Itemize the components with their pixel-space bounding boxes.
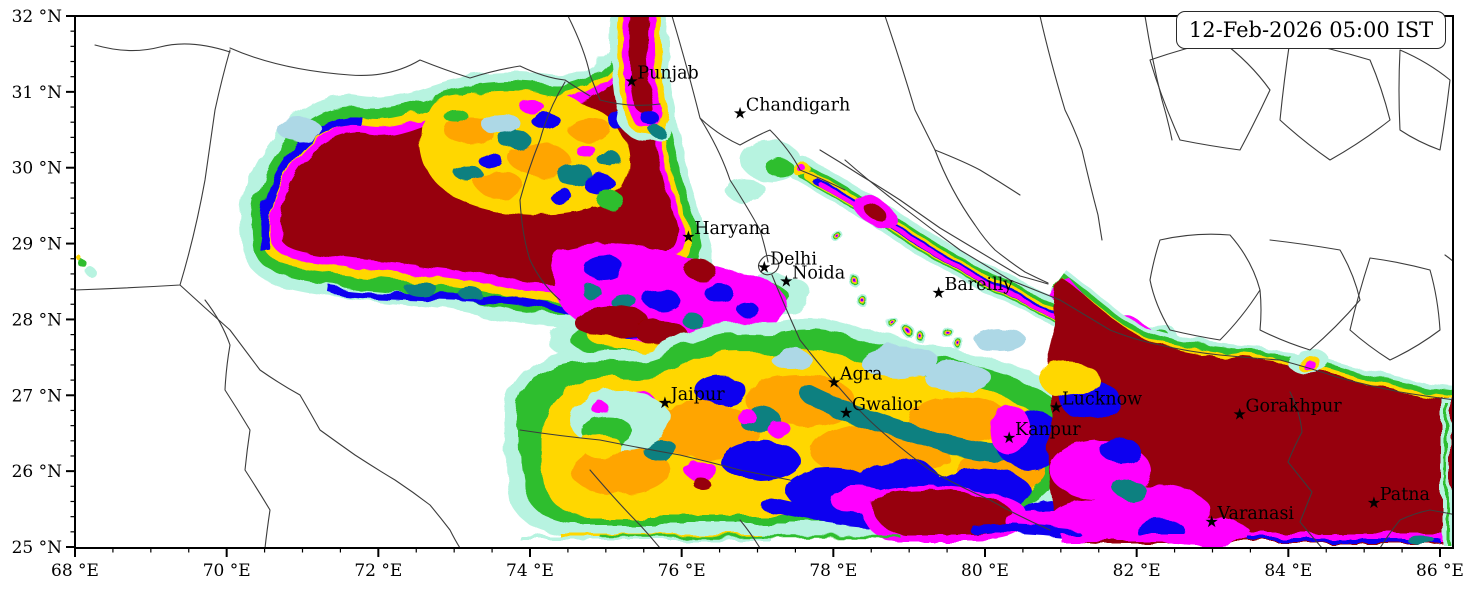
x-tick-label: 86 °E <box>1416 561 1464 581</box>
city-label-agra: Agra <box>839 365 883 385</box>
y-tick-label: 26 °N <box>12 462 63 482</box>
city-star-delhi: ★ <box>757 257 771 276</box>
x-axis-ticks: 68 °E 70 °E 72 °E 74 °E 76 °E 78 °E 80 °E 82 °E… <box>51 548 1464 581</box>
city-star-gorakhpur: ★ <box>1233 404 1247 423</box>
city-star-noida: ★ <box>779 272 793 291</box>
city-star-gwalior: ★ <box>839 403 853 422</box>
city-star-lucknow: ★ <box>1049 398 1063 417</box>
city-star-varanasi: ★ <box>1204 512 1218 531</box>
central-south-field <box>504 318 1085 542</box>
timestamp-box: 12-Feb-2026 05:00 IST <box>1176 11 1446 49</box>
plot-frame <box>74 15 1454 549</box>
city-star-agra: ★ <box>827 373 841 392</box>
x-tick-label: 70 °E <box>203 561 251 581</box>
y-tick-label: 27 °N <box>12 386 63 406</box>
speck-dots <box>76 231 965 350</box>
city-star-kanpur: ★ <box>1002 428 1016 447</box>
city-star-chandigarh: ★ <box>733 103 747 122</box>
x-tick-label: 68 °E <box>51 561 99 581</box>
x-tick-label: 82 °E <box>1113 561 1161 581</box>
contour-layers <box>75 16 1453 548</box>
chandigarh-patches <box>725 140 809 202</box>
y-tick-label: 32 °N <box>12 7 63 27</box>
x-tick-label: 84 °E <box>1264 561 1312 581</box>
city-label-punjab: Punjab <box>637 63 698 83</box>
y-axis-ticks: 32 °N 31 °N 30 °N 29 °N 28 °N 27 °N 26 °N 25 °N <box>12 7 75 558</box>
city-label-delhi: Delhi <box>770 249 817 269</box>
x-tick-label: 76 °E <box>658 561 706 581</box>
city-label-gwalior: Gwalior <box>852 395 922 415</box>
x-tick-label: 80 °E <box>961 561 1009 581</box>
city-label-bareilly: Bareilly <box>944 275 1013 295</box>
city-label-patna: Patna <box>1380 485 1430 505</box>
city-label-kanpur: Kanpur <box>1015 420 1081 440</box>
city-star-bareilly: ★ <box>931 283 945 302</box>
city-label-jaipur: Jaipur <box>669 385 726 405</box>
city-label-noida: Noida <box>792 264 845 284</box>
city-star-punjab: ★ <box>624 71 638 90</box>
y-tick-label: 29 °N <box>12 235 63 255</box>
y-tick-label: 31 °N <box>12 83 63 103</box>
y-tick-label: 28 °N <box>12 310 63 330</box>
city-label-chandigarh: Chandigarh <box>746 95 850 115</box>
city-label-haryana: Haryana <box>694 219 770 239</box>
city-label-gorakhpur: Gorakhpur <box>1246 396 1343 416</box>
x-tick-label: 72 °E <box>354 561 402 581</box>
city-label-varanasi: Varanasi <box>1216 504 1294 524</box>
city-label-lucknow: Lucknow <box>1062 390 1142 410</box>
punjab-tongue <box>609 16 675 141</box>
state-boundaries <box>75 16 1453 548</box>
city-star-haryana: ★ <box>681 227 695 246</box>
city-markers: ★Punjab★Chandigarh★Haryana★Delhi★Noida★B… <box>624 63 1430 531</box>
x-tick-label: 74 °E <box>506 561 554 581</box>
east-fog-blob <box>970 269 1453 546</box>
timestamp-label: 12-Feb-2026 05:00 IST <box>1188 18 1434 42</box>
city-star-jaipur: ★ <box>658 393 672 412</box>
x-tick-label: 78 °E <box>809 561 857 581</box>
y-tick-label: 25 °N <box>12 538 63 558</box>
city-star-patna: ★ <box>1367 493 1381 512</box>
y-tick-label: 30 °N <box>12 159 63 179</box>
